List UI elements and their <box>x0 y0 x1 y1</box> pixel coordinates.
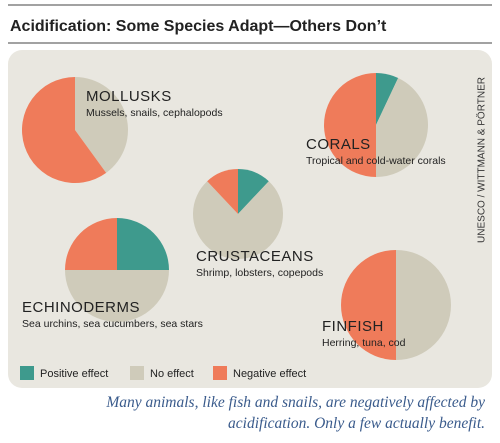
pie-subtitle: Tropical and cold-water corals <box>306 155 446 167</box>
pie-name: MOLLUSKS <box>86 88 172 105</box>
pie-subtitle: Mussels, snails, cephalopods <box>86 107 223 119</box>
source: UNESCO / WITTMANN & PÖRTNER <box>476 77 488 243</box>
pie-slice <box>396 250 451 360</box>
chart: Acidification: Some Species Adapt—Others… <box>8 4 492 388</box>
legend-swatch <box>130 366 144 380</box>
legend-label: Negative effect <box>233 368 306 380</box>
pie-subtitle: Shrimp, lobsters, copepods <box>196 267 323 279</box>
pie-slice <box>376 73 399 125</box>
pie-name: FINFISH <box>322 318 384 335</box>
legend-label: Positive effect <box>40 368 108 380</box>
pie-subtitle: Herring, tuna, cod <box>322 337 406 349</box>
pie-slice <box>238 169 269 214</box>
pie-slice <box>341 250 396 360</box>
pie-name: ECHINODERMS <box>22 299 140 316</box>
chart-title: Acidification: Some Species Adapt—Others… <box>10 18 387 35</box>
pie-slice <box>65 270 169 322</box>
pie-slice <box>117 218 169 270</box>
pie-subtitle: Sea urchins, sea cucumbers, sea stars <box>22 318 203 330</box>
legend-label: No effect <box>150 368 194 380</box>
legend-swatch <box>20 366 34 380</box>
pie-slice <box>21 77 107 183</box>
pie-name: CORALS <box>306 136 371 153</box>
pie-slice <box>192 181 283 259</box>
pie-name: CRUSTACEANS <box>196 248 314 265</box>
pie-slice <box>324 73 376 177</box>
pie-slice <box>207 169 238 214</box>
caption: Many animals, like fish and snails, are … <box>106 394 485 432</box>
pie-slice <box>376 77 428 177</box>
legend-swatch <box>213 366 227 380</box>
pie-slice <box>65 218 117 270</box>
pie-slice <box>75 77 128 173</box>
